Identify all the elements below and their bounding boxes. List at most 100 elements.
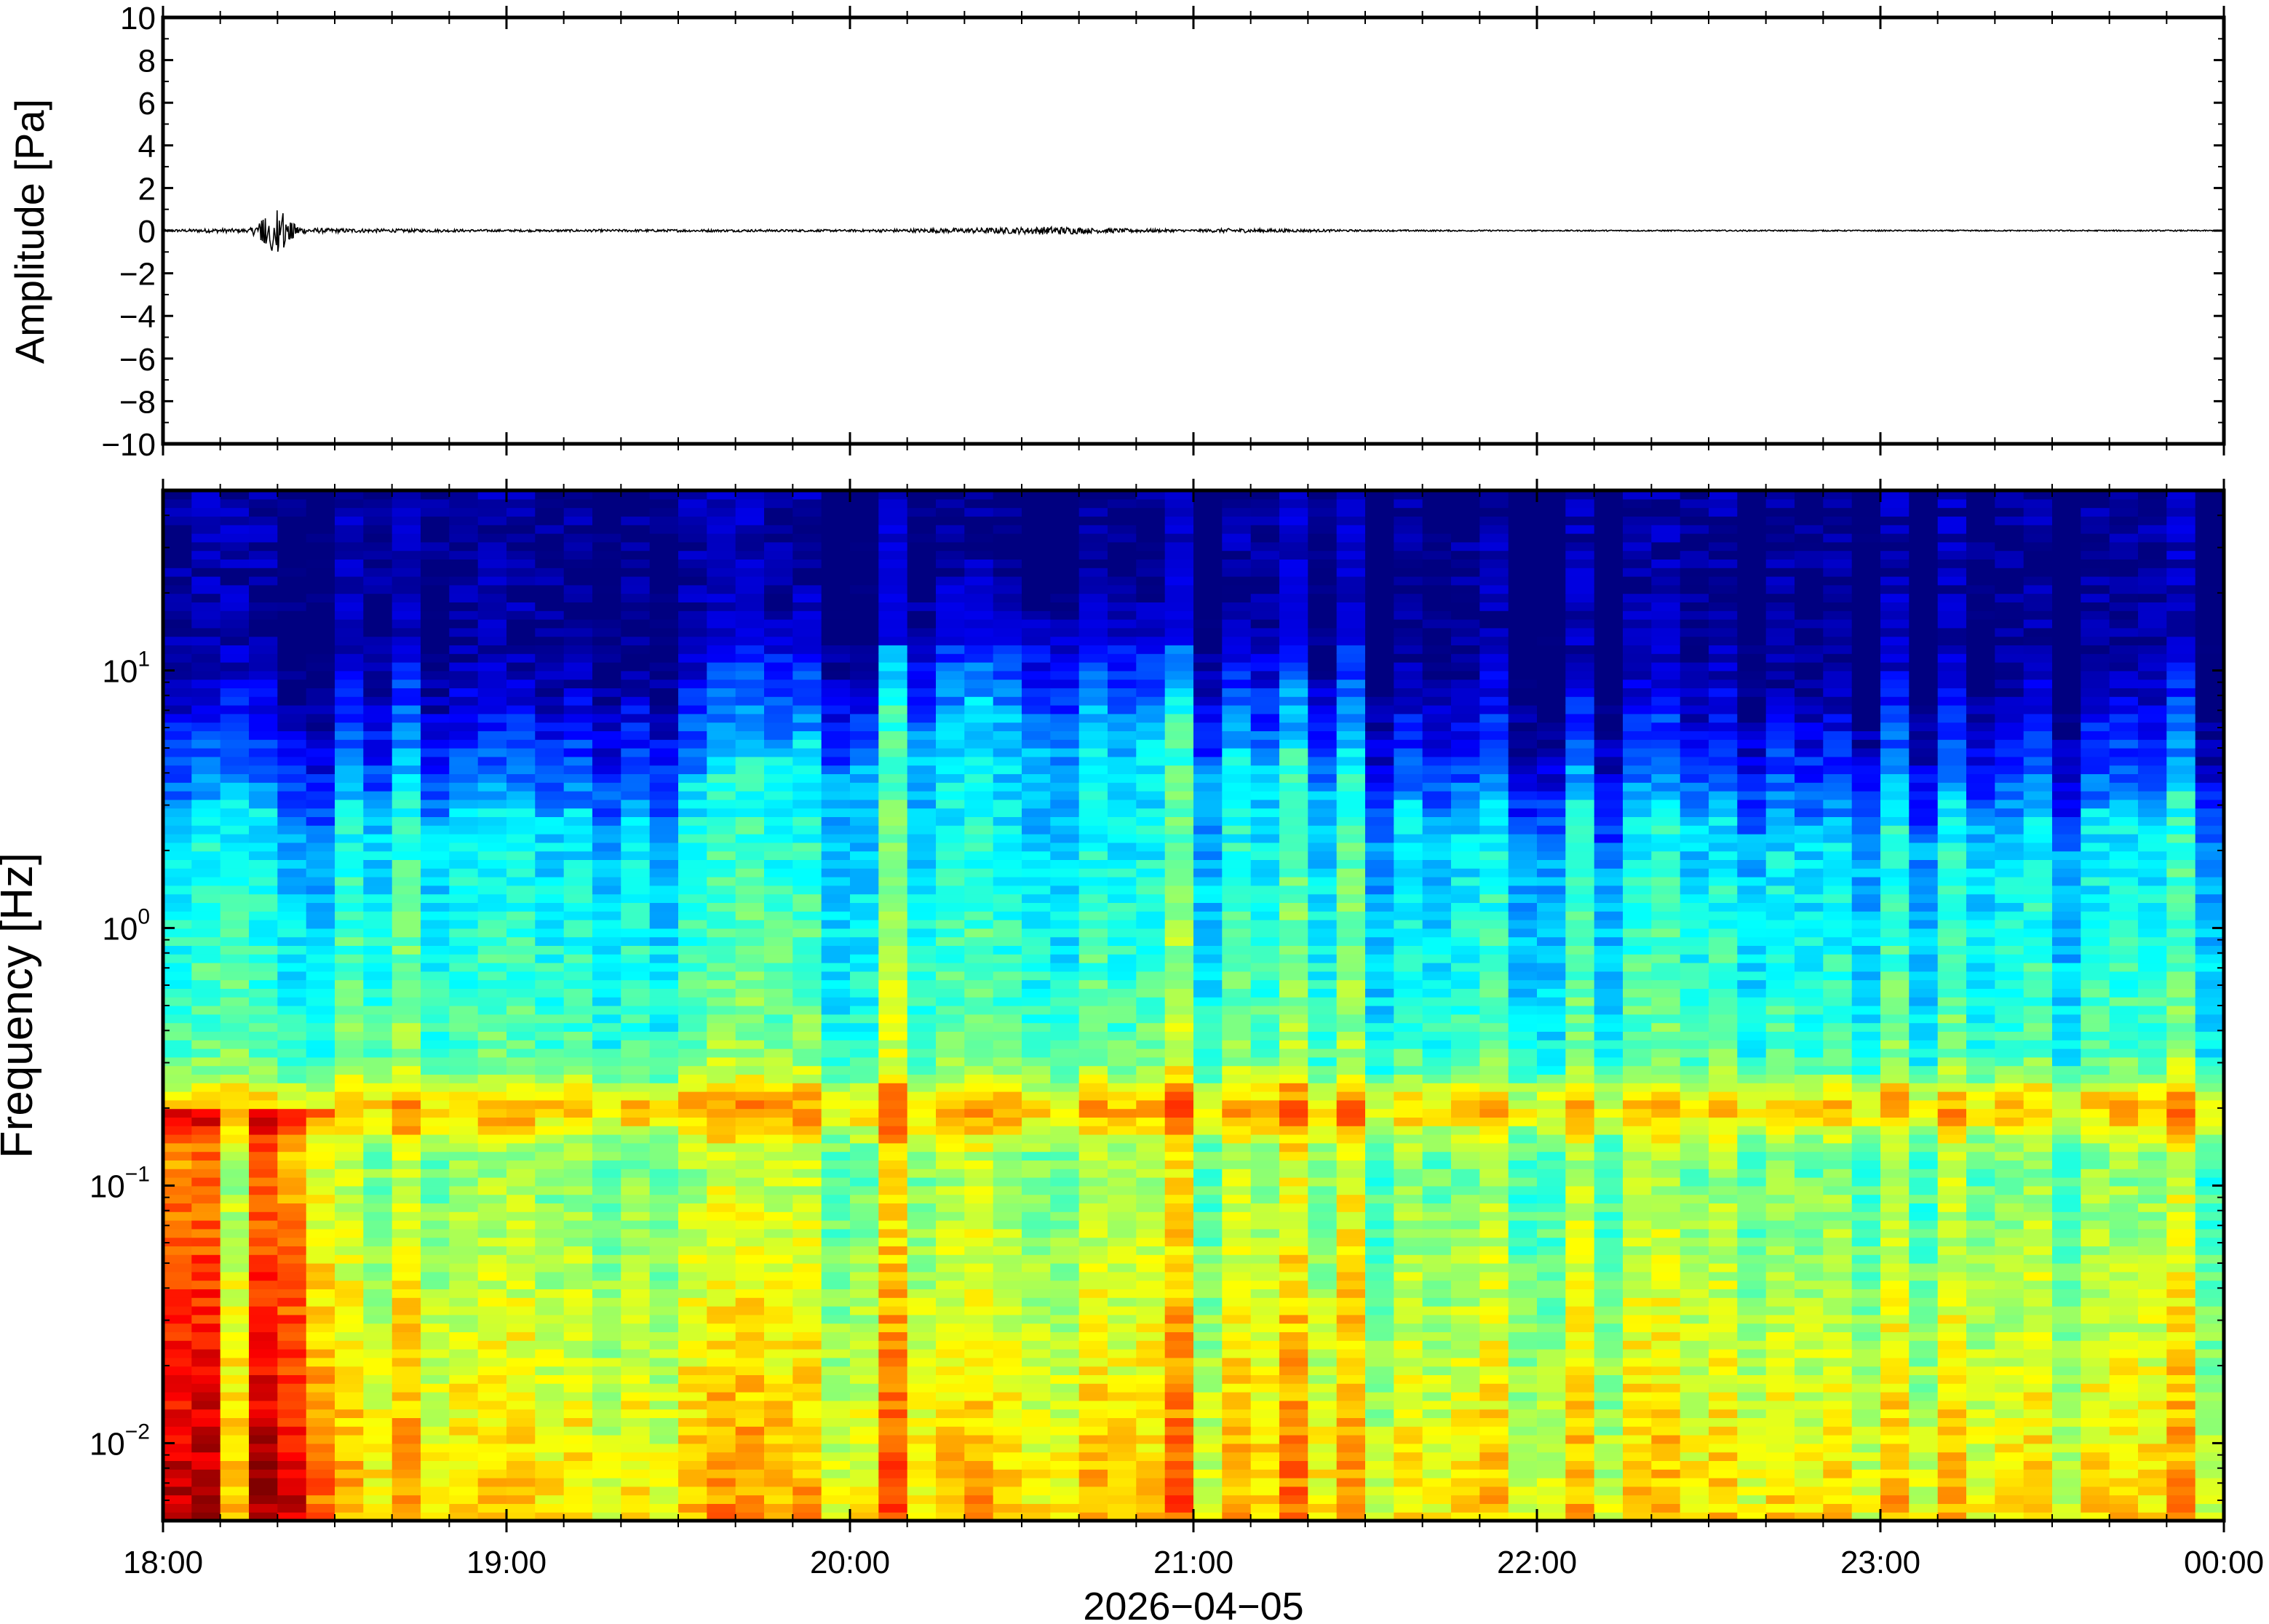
spectrogram-cell: [1078, 1169, 1108, 1178]
spectrogram-cell: [821, 1426, 851, 1436]
spectrogram-cell: [220, 1357, 250, 1367]
spectrogram-cell: [1022, 756, 1051, 766]
spectrogram-cell: [191, 576, 221, 586]
spectrogram-cell: [220, 902, 250, 912]
spectrogram-cell: [249, 1357, 278, 1367]
spectrogram-cell: [1050, 1366, 1080, 1375]
spectrogram-cell: [421, 645, 450, 654]
spectrogram-cell: [191, 1417, 221, 1427]
spectrogram-cell: [1250, 568, 1280, 577]
spectrogram-cell: [993, 1512, 1022, 1521]
spectrogram-cell: [563, 1056, 593, 1067]
spectrogram-cell: [563, 1237, 593, 1246]
spectrogram-cell: [535, 627, 565, 637]
spectrogram-cell: [277, 1091, 307, 1101]
spectrogram-cell: [792, 602, 822, 611]
spectrogram-cell: [735, 1254, 765, 1264]
spectrogram-cell: [707, 602, 736, 611]
spectrogram-cell: [964, 722, 994, 731]
spectrogram-cell: [592, 498, 621, 509]
spectrogram-cell: [850, 885, 879, 895]
spectrogram-cell: [936, 1099, 965, 1110]
spectrogram-cell: [878, 1306, 908, 1315]
spectrogram-cell: [850, 584, 879, 594]
spectrogram-cell: [191, 1160, 221, 1169]
spectrogram-cell: [1250, 1246, 1280, 1255]
spectrogram-cell: [1279, 593, 1308, 602]
spectrogram-cell: [1050, 1099, 1080, 1110]
spectrogram-cell: [649, 541, 679, 552]
spectrogram-cell: [220, 1426, 250, 1436]
spectrogram-cell: [878, 1014, 908, 1024]
spectrogram-cell: [363, 1435, 393, 1444]
spectrogram-cell: [649, 782, 679, 792]
spectrogram-cell: [1193, 627, 1223, 637]
spectrogram-cell: [878, 928, 908, 938]
spectrogram-cell: [392, 1014, 421, 1024]
spectrogram-cell: [421, 825, 450, 835]
spectrogram-cell: [592, 568, 621, 577]
spectrogram-cell: [477, 679, 507, 688]
spectrogram-cell: [707, 559, 736, 568]
spectrogram-cell: [678, 1426, 707, 1436]
spectrogram-cell: [878, 1469, 908, 1478]
spectrogram-cell: [649, 1048, 679, 1058]
spectrogram-cell: [506, 1400, 536, 1410]
spectrogram-cell: [449, 1074, 479, 1083]
spectrogram-cell: [678, 1134, 707, 1144]
spectrogram-cell: [277, 1220, 307, 1230]
spectrogram-cell: [477, 1409, 507, 1418]
spectrogram-cell: [506, 859, 536, 869]
spectrogram-cell: [1108, 842, 1137, 852]
spectrogram-cell: [220, 954, 250, 963]
spectrogram-cell: [563, 1014, 593, 1024]
spectrogram-cell: [1193, 541, 1223, 552]
spectrogram-cell: [506, 533, 536, 543]
spectrogram-cell: [1279, 979, 1308, 989]
spectrogram-cell: [392, 662, 421, 672]
spectrogram-cell: [421, 541, 450, 552]
spectrogram-cell: [936, 1512, 965, 1521]
spectrogram-cell: [1279, 1357, 1308, 1367]
spectrogram-cell: [477, 1314, 507, 1324]
spectrogram-cell: [936, 808, 965, 817]
spectrogram-cell: [449, 1374, 479, 1384]
spectrogram-cell: [506, 997, 536, 1006]
spectrogram-cell: [163, 541, 192, 552]
spectrogram-cell: [850, 593, 879, 602]
spectrogram-cell: [907, 885, 937, 895]
spectrogram-cell: [506, 1494, 536, 1504]
spectrogram-cell: [1022, 1494, 1051, 1504]
spectrogram-cell: [535, 1246, 565, 1255]
spectrogram-cell: [1050, 1091, 1080, 1101]
spectrogram-cell: [764, 1014, 793, 1024]
spectrogram-cell: [1108, 1374, 1137, 1384]
spectrogram-cell: [735, 859, 765, 869]
spectrogram-cell: [220, 1306, 250, 1315]
spectrogram-cell: [792, 636, 822, 645]
spectrogram-cell: [1050, 1142, 1080, 1153]
spectrogram-cell: [1022, 954, 1051, 963]
spectrogram-cell: [850, 1374, 879, 1384]
spectrogram-cell: [335, 851, 364, 860]
spectrogram-cell: [678, 1169, 707, 1178]
spectrogram-cell: [363, 868, 393, 877]
spectrogram-cell: [821, 911, 851, 920]
spectrogram-cell: [1193, 1400, 1223, 1410]
spectrogram-cell: [1078, 1083, 1108, 1092]
spectrogram-cell: [563, 593, 593, 602]
spectrogram-cell: [1078, 739, 1108, 749]
spectrogram-cell: [936, 627, 965, 637]
spectrogram-cell: [1250, 791, 1280, 800]
spectrogram-cell: [306, 877, 335, 886]
spectrogram-cell: [1164, 1409, 1194, 1418]
spectrogram-cell: [306, 593, 335, 602]
spectrogram-cell: [993, 1349, 1022, 1358]
spectrogram-cell: [964, 1022, 994, 1032]
spectrogram-cell: [964, 1065, 994, 1075]
spectrogram-cell: [1164, 593, 1194, 602]
spectrogram-cell: [1136, 791, 1166, 800]
spectrogram-cell: [621, 1366, 651, 1375]
spectrogram-cell: [191, 1074, 221, 1083]
spectrogram-cell: [1108, 1108, 1137, 1118]
